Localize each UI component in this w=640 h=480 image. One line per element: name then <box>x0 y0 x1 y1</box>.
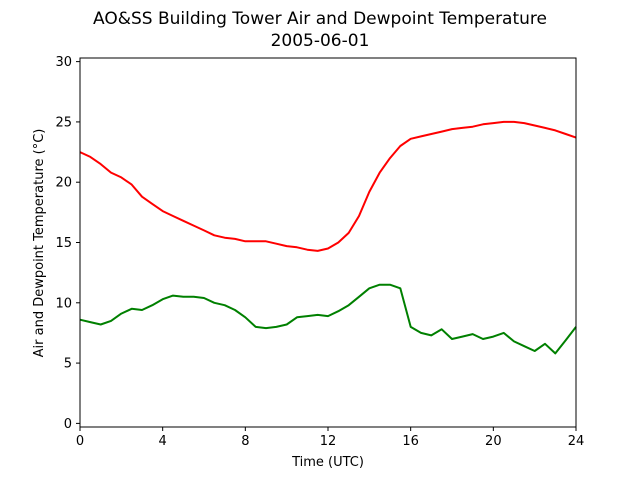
x-tick-label: 16 <box>402 434 419 449</box>
series-layer <box>79 120 577 355</box>
chart-title: AO&SS Building Tower Air and Dewpoint Te… <box>93 9 547 29</box>
y-tick-label: 10 <box>55 296 72 311</box>
series-line-1 <box>79 120 577 252</box>
x-tick-label: 24 <box>568 434 585 449</box>
chart-subtitle: 2005-06-01 <box>271 31 370 51</box>
y-tick-label: 30 <box>55 55 72 70</box>
y-tick-label: 20 <box>55 176 72 191</box>
y-tick-label: 5 <box>64 357 72 372</box>
x-tick-label: 8 <box>241 434 249 449</box>
x-axis: 0 4 8 12 16 20 24 <box>76 427 584 449</box>
y-tick-label: 0 <box>64 417 72 432</box>
x-axis-label: Time (UTC) <box>291 455 364 470</box>
x-tick-label: 20 <box>485 434 502 449</box>
x-tick-label: 4 <box>159 434 167 449</box>
y-tick-label: 25 <box>55 115 72 130</box>
y-tick-label: 15 <box>55 236 72 251</box>
x-tick-label: 12 <box>320 434 337 449</box>
x-tick-label: 0 <box>76 434 84 449</box>
series-line-2 <box>79 283 577 355</box>
y-axis-label: Air and Dewpoint Temperature (°C) <box>32 129 47 358</box>
y-axis: 0 5 10 15 20 25 30 <box>55 55 80 432</box>
